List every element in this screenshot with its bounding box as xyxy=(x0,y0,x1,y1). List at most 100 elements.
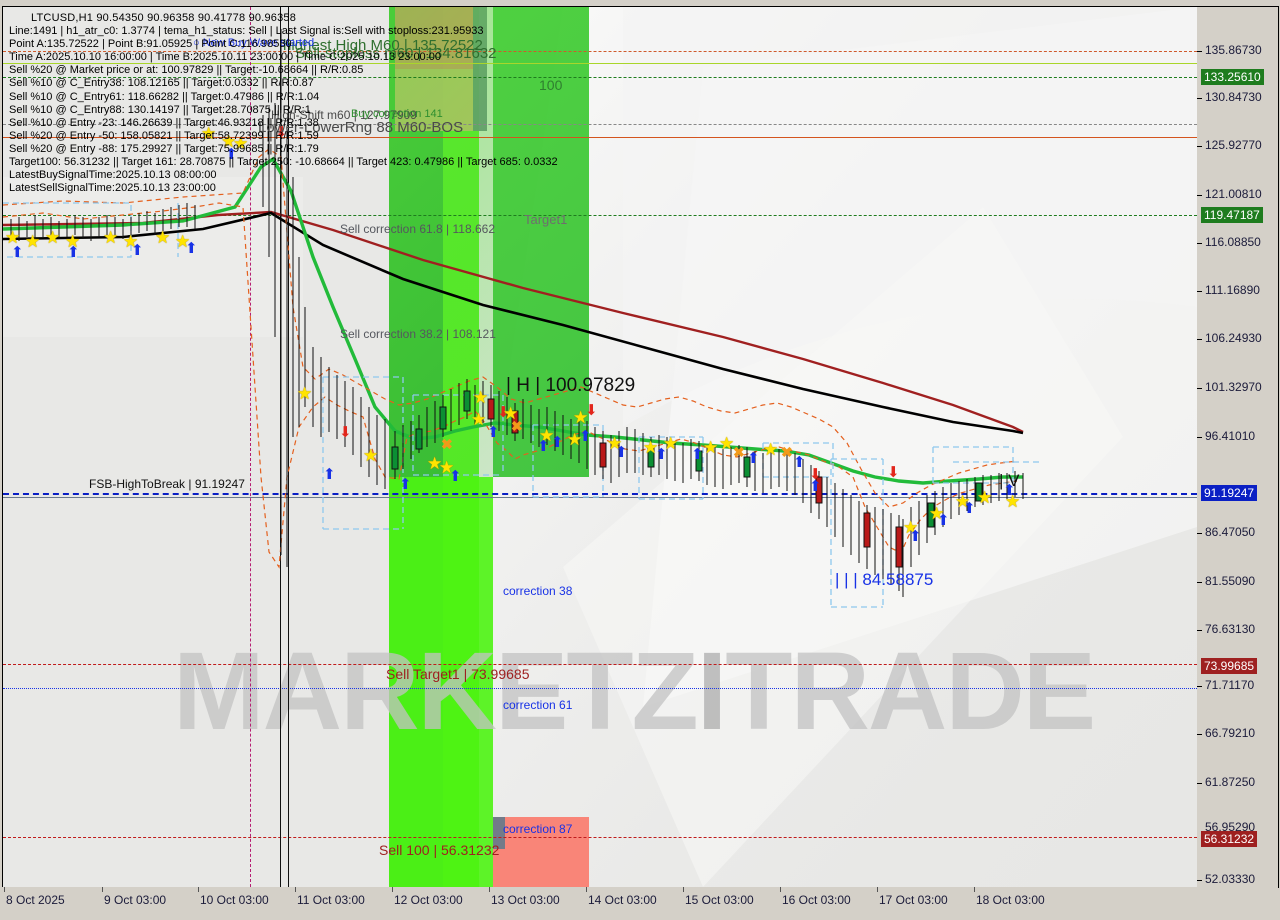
zone-green-lower xyxy=(389,477,493,887)
y-tick xyxy=(1197,880,1202,881)
star-marker: ★ xyxy=(539,426,555,445)
info-line: LatestSellSignalTime:2025.10.13 23:00:00 xyxy=(9,182,216,195)
buy-arrow: ⬆ xyxy=(131,242,144,259)
info-line: Line:1491 | h1_atr_c0: 1.3774 | tema_h1_… xyxy=(9,25,484,38)
star-marker: ★ xyxy=(977,488,993,507)
x-label: 10 Oct 03:00 xyxy=(200,893,269,907)
y-tick xyxy=(1197,630,1202,631)
info-line: Point A:135.72522 | Point B:91.05925 | P… xyxy=(9,38,292,51)
symbol-header: LTCUSD,H1 90.54350 90.96358 90.41778 90.… xyxy=(31,12,297,24)
level-line-56-red xyxy=(3,837,1197,838)
x-tick xyxy=(683,887,684,892)
x-tick xyxy=(392,887,393,892)
star-marker: ★ xyxy=(567,430,583,449)
star-marker: ★ xyxy=(363,446,379,465)
price-badge-current: 91.19247 xyxy=(1201,485,1258,501)
x-tick xyxy=(489,887,490,892)
buy-arrow: ⬆ xyxy=(793,454,806,471)
star-marker: ★ xyxy=(471,410,487,429)
star-marker: ★ xyxy=(573,408,589,427)
y-label: 135.86730 xyxy=(1205,43,1262,57)
star-marker: ★ xyxy=(663,434,679,453)
buy-arrow: ⬆ xyxy=(11,244,24,261)
star-marker: ★ xyxy=(65,232,81,251)
sell-arrow: ⬇ xyxy=(339,424,352,441)
y-tick xyxy=(1197,195,1202,196)
star-marker: ★ xyxy=(719,434,735,453)
level-line-74-red xyxy=(3,664,1197,665)
level-line-119 xyxy=(3,215,1197,216)
x-label: 16 Oct 03:00 xyxy=(782,893,851,907)
channel-lightblue xyxy=(3,202,1043,608)
sell-arrow: ⬇ xyxy=(887,464,900,481)
label-new-wave-top: ○ New Buy Wave started xyxy=(193,37,315,49)
y-label: 52.03330 xyxy=(1205,872,1256,886)
price-badge-56: 56.31232 xyxy=(1201,831,1258,847)
y-tick xyxy=(1197,686,1202,687)
star-marker: ★ xyxy=(123,232,139,251)
time-axis[interactable]: 8 Oct 2025 9 Oct 03:00 10 Oct 03:00 11 O… xyxy=(2,887,1278,919)
buy-arrow: ⬆ xyxy=(579,428,592,445)
y-label: 111.16890 xyxy=(1205,283,1260,297)
star-marker: ★ xyxy=(427,454,443,473)
slow-ma-black xyxy=(3,211,1024,435)
info-line: Sell %10 @ Entry -23: 146.26639 || Targe… xyxy=(9,116,319,129)
label-low-price: | | | 84.58875 xyxy=(835,570,934,589)
label-sell-corr-382: Sell correction 38.2 | 108.121 xyxy=(340,327,496,341)
label-highest-high: highest High M60 | 135.72522 xyxy=(283,37,483,54)
star-marker: ★ xyxy=(607,434,623,453)
y-label: 81.55090 xyxy=(1205,574,1256,588)
star-marker: ★ xyxy=(703,438,719,457)
y-tick xyxy=(1197,783,1202,784)
star-marker: ★ xyxy=(45,228,61,247)
candle-bodies xyxy=(391,390,983,568)
buy-arrow: ⬆ xyxy=(655,446,668,463)
level-line-128-solid xyxy=(3,137,1197,138)
sell-arrow: ⬇ xyxy=(275,124,288,141)
star-marker: ★ xyxy=(955,492,971,511)
x-label: 8 Oct 2025 xyxy=(6,893,65,907)
buy-arrow: ⬆ xyxy=(809,478,822,495)
y-label: 116.08850 xyxy=(1205,235,1261,249)
y-tick xyxy=(1197,533,1202,534)
level-line-71-blue xyxy=(3,688,1197,689)
buy-arrow: ⬆ xyxy=(537,438,550,455)
y-label: 71.71170 xyxy=(1205,678,1255,692)
label-fsb-hightobreak: FSB-HighToBreak | 91.19247 xyxy=(89,477,245,491)
buy-arrow: ⬆ xyxy=(909,528,922,545)
x-tick xyxy=(877,887,878,892)
star-marker: ★ xyxy=(763,440,779,459)
x-tick xyxy=(974,887,975,892)
info-line: Target100: 56.31232 || Target 161: 28.70… xyxy=(9,156,558,169)
x-marker: ✖ xyxy=(511,418,523,434)
price-axis[interactable]: 135.86730 133.25610 130.84730 125.92770 … xyxy=(1197,6,1279,888)
info-line: Sell %20 @ Entry -88: 175.29927 || Targe… xyxy=(9,142,319,155)
label-sell-100: Sell 100 | 56.31232 xyxy=(379,842,500,858)
star-marker: ★ xyxy=(25,232,41,251)
x-tick xyxy=(102,887,103,892)
star-marker: ★ xyxy=(175,232,191,251)
star-marker: ★ xyxy=(233,134,249,153)
buy-arrow: ⬆ xyxy=(937,512,950,529)
label-high-shift: High-Shift m60 | 127.97909 xyxy=(271,108,417,122)
label-h-price: | H | 100.97829 xyxy=(506,375,636,396)
y-tick xyxy=(1197,734,1202,735)
x-label: 11 Oct 03:00 xyxy=(297,893,365,907)
level-line-91-blue xyxy=(3,493,1197,495)
y-label: 106.24930 xyxy=(1205,331,1262,345)
x-tick xyxy=(4,887,5,892)
star-marker: ★ xyxy=(103,228,119,247)
star-marker: ★ xyxy=(201,124,217,143)
zone-slate-bottom xyxy=(493,817,505,849)
envelope-orange-upper xyxy=(3,148,1018,508)
candlestick-series xyxy=(10,29,1024,597)
buy-arrow: ⬆ xyxy=(487,424,500,441)
chart-plot-area[interactable]: MARKETZITRADE xyxy=(2,6,1198,888)
x-marker: ✖ xyxy=(733,444,745,460)
label-correction-87: correction 87 xyxy=(503,822,573,836)
x-marker: ✖ xyxy=(441,436,453,452)
x-tick xyxy=(780,887,781,892)
price-badge-74: 73.99685 xyxy=(1201,658,1258,674)
star-marker: ★ xyxy=(503,404,519,423)
buy-arrow: ⬆ xyxy=(615,444,628,461)
